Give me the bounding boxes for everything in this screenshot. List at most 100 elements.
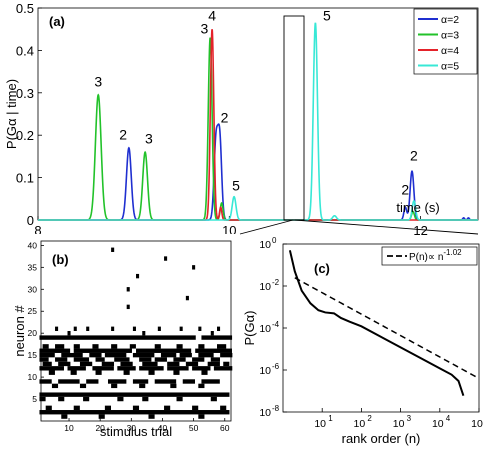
- panel-a-annotation: 2: [401, 182, 409, 198]
- panel-c-y-tick-label: 10: [259, 365, 271, 377]
- panel-b-spike-run: [160, 352, 177, 358]
- panel-a-annotation: 2: [119, 126, 127, 142]
- panel-b-spike-run: [111, 344, 118, 349]
- panel-a-axes-box: [37, 7, 479, 221]
- panel-c-y-tick-label: 10: [259, 323, 271, 335]
- panel-b-spike-run: [176, 396, 183, 402]
- panel-b-spike-run: [220, 352, 233, 358]
- panel-c-x-tick-label: 10: [432, 418, 444, 430]
- panel-b-spike-run: [198, 383, 205, 389]
- panel-c-y-tick-exponent: -2: [272, 278, 280, 287]
- panel-b-spike-run: [201, 370, 208, 375]
- panel-a-annotation: 2: [221, 109, 229, 125]
- panel-b-spike: [192, 265, 196, 270]
- panel-b-spike-run: [217, 344, 227, 349]
- panel-b-spike-run: [213, 366, 233, 371]
- panel-b-spike-run: [139, 383, 146, 389]
- panel-a-y-label: P(Gα | time): [4, 79, 19, 149]
- panel-b-spike-run: [48, 370, 55, 375]
- panel-b-spike-run: [73, 357, 90, 362]
- panel-c-x-tick-exponent: 1: [328, 414, 333, 423]
- panel-b-spike-run: [39, 348, 71, 353]
- panel-b-spike-run: [61, 414, 68, 419]
- panel-b-spike-run: [73, 405, 80, 411]
- panel-b-y-tick-label: 5: [32, 394, 37, 404]
- panel-a-y-ticks: 0 0.1 0.2 0.3 0.4 0.5: [16, 1, 42, 228]
- panel-b-spike: [67, 331, 71, 336]
- panel-b-spike-run: [104, 405, 112, 411]
- panel-b-spike-run: [136, 348, 192, 353]
- panel-b-spike-run: [101, 361, 115, 367]
- panel-b-label: (b): [52, 252, 69, 267]
- panel-b-x-ticks: 10 20 30 40 50 60: [64, 418, 230, 433]
- panel-b-spike-run: [192, 405, 199, 411]
- panel-a-y-tick-label: 0.1: [16, 171, 34, 186]
- panel-b-spike: [136, 273, 140, 279]
- panel-b-y-tick-label: 25: [28, 306, 38, 316]
- panel-b-y-tick-label: 40: [28, 240, 38, 250]
- panel-b-spike: [142, 331, 146, 336]
- panel-b-spike-run: [207, 361, 220, 367]
- panel-b-spike-run: [173, 370, 180, 375]
- panel-b-spike: [210, 331, 214, 336]
- panel-c-x-tick-label: 10: [471, 418, 483, 430]
- panel-a-y-tick-label: 0.5: [16, 1, 34, 16]
- panel-a-annotation: 3: [94, 73, 102, 89]
- panel-b-spike-run: [148, 370, 155, 375]
- panel-b-spike-run: [164, 405, 171, 411]
- panel-b-spike-run: [73, 348, 132, 353]
- panel-b-spike-run: [79, 361, 93, 367]
- panel-b-spike-run: [117, 396, 124, 402]
- panel-b-spike: [198, 326, 202, 331]
- panel-a-legend-entry: α=2: [441, 14, 459, 26]
- panel-b-x-tick-label: 60: [220, 423, 230, 433]
- panel-c-y-tick-exponent: -4: [272, 320, 280, 329]
- panel-b-spike-run: [210, 396, 217, 402]
- panel-c-legend: P(n)∝ n-1.02: [381, 246, 478, 266]
- panel-b-spike-run: [39, 357, 49, 362]
- panel-c-fit-line: [294, 277, 478, 379]
- zoom-line-right: [294, 219, 479, 235]
- panel-c-axes-box: [282, 243, 480, 413]
- panel-b-spike-run: [107, 379, 127, 384]
- panel-a-annotation: 5: [232, 177, 240, 193]
- panel-b-spike: [126, 287, 130, 292]
- panel-b-spike-run: [83, 396, 90, 402]
- panel-b-spike: [164, 256, 168, 261]
- panel-b-spike-run: [198, 414, 205, 419]
- panel-b-y-label: neuron #: [12, 305, 27, 357]
- panel-b-spike: [73, 326, 77, 331]
- panel-b-raster: [39, 247, 233, 419]
- panel-c-x-ticks: 101102103104105: [314, 408, 483, 430]
- panel-b-spike-run: [117, 366, 136, 371]
- panel-b-spike-run: [154, 357, 167, 362]
- panel-c-y-tick-exponent: 0: [272, 236, 277, 245]
- panel-c-y-tick-exponent: -6: [272, 362, 280, 371]
- panel-c-x-label: rank order (n): [342, 431, 421, 446]
- panel-c-lines: [288, 250, 478, 396]
- panel-b-spike-run: [95, 370, 102, 375]
- panel-b-spike: [111, 326, 115, 331]
- panel-a-x-tick-label: 12: [413, 223, 427, 238]
- panel-b-x-tick-label: 40: [158, 423, 168, 433]
- panel-b-spike-run: [55, 344, 65, 349]
- panel-b-spike-run: [220, 405, 227, 411]
- panel-b-spike-run: [39, 352, 55, 358]
- panel-a-y-tick-label: 0.4: [16, 43, 34, 58]
- panel-c-legend-box: [381, 246, 478, 266]
- panel-b-spike-run: [45, 405, 52, 411]
- panel-b-spike-run: [142, 396, 149, 402]
- panel-c-data-line: [288, 250, 465, 396]
- panel-c-x-tick-exponent: 4: [446, 414, 451, 423]
- panel-b-spike-run: [70, 370, 77, 375]
- panel-b-spike-run: [154, 344, 161, 349]
- panel-a-y-tick-label: 0.3: [16, 86, 34, 101]
- zoom-line-left: [239, 219, 294, 235]
- panel-b-x-tick-label: 50: [189, 423, 199, 433]
- panel-b-spike-run: [142, 361, 158, 367]
- panel-c-x-tick-exponent: 3: [407, 414, 412, 423]
